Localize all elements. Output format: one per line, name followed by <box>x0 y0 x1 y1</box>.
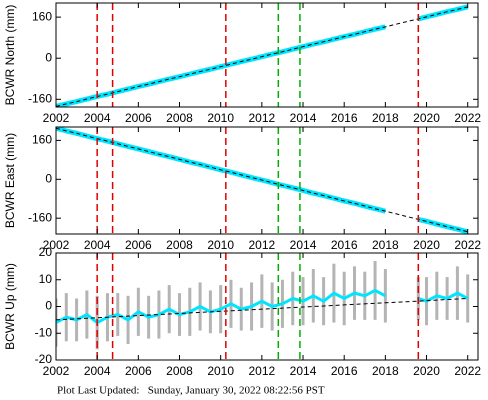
y-axis-label: BCWR Up (mm) <box>3 263 17 350</box>
trend-line <box>56 127 468 233</box>
x-tick-label: 2006 <box>125 111 152 125</box>
plot-frame <box>55 126 479 235</box>
x-tick-label: 2020 <box>413 238 440 252</box>
x-tick-label: 2004 <box>84 238 111 252</box>
y-tick-label: 10 <box>39 272 53 286</box>
x-tick-label: 2018 <box>372 238 399 252</box>
x-tick-label: 2020 <box>413 364 440 378</box>
x-tick-label: 2012 <box>249 364 276 378</box>
x-tick-label: 2006 <box>125 238 152 252</box>
y-tick-label: 160 <box>32 9 52 23</box>
x-tick-label: 2010 <box>207 238 234 252</box>
plot-area <box>56 253 470 360</box>
x-tick-label: 2002 <box>43 238 70 252</box>
y-tick-label: -160 <box>28 91 52 105</box>
x-tick-label: 2022 <box>454 238 481 252</box>
y-tick-label: -20 <box>35 352 53 366</box>
x-tick-label: 2016 <box>331 111 358 125</box>
x-tick-label: 2010 <box>207 364 234 378</box>
x-tick-label: 2016 <box>331 364 358 378</box>
plot-frame <box>55 2 479 108</box>
footer: Plot Last Updated: Sunday, January 30, 2… <box>57 385 325 397</box>
y-tick-label: 20 <box>39 245 53 259</box>
x-tick-label: 2012 <box>249 238 276 252</box>
y-tick-label: 0 <box>45 50 52 64</box>
y-tick-label: -10 <box>35 325 53 339</box>
y-tick-label: -160 <box>28 210 52 224</box>
x-tick-label: 2006 <box>125 364 152 378</box>
y-tick-label: 0 <box>45 171 52 185</box>
x-tick-label: 2012 <box>249 111 276 125</box>
x-tick-label: 2018 <box>372 111 399 125</box>
x-tick-label: 2010 <box>207 111 234 125</box>
x-tick-label: 2014 <box>290 364 317 378</box>
y-tick-label: 160 <box>32 133 52 147</box>
y-axis-label: BCWR East (mm) <box>3 133 17 228</box>
x-tick-label: 2014 <box>290 111 317 125</box>
x-tick-label: 2008 <box>166 238 193 252</box>
x-tick-label: 2002 <box>43 364 70 378</box>
x-tick-label: 2004 <box>84 111 111 125</box>
x-tick-label: 2002 <box>43 111 70 125</box>
trend-line <box>56 6 468 107</box>
x-tick-label: 2008 <box>166 111 193 125</box>
x-tick-label: 2014 <box>290 238 317 252</box>
data-line <box>56 288 469 325</box>
trend-line <box>56 297 468 321</box>
x-tick-label: 2016 <box>331 238 358 252</box>
x-tick-label: 2022 <box>454 364 481 378</box>
plot-area <box>56 3 469 107</box>
y-axis-label: BCWR North (mm) <box>3 5 17 106</box>
x-tick-label: 2020 <box>413 111 440 125</box>
x-tick-label: 2022 <box>454 111 481 125</box>
x-tick-label: 2004 <box>84 364 111 378</box>
plot-frame <box>55 252 479 361</box>
plot-area <box>56 127 469 234</box>
x-tick-label: 2018 <box>372 364 399 378</box>
x-tick-label: 2008 <box>166 364 193 378</box>
y-tick-label: 0 <box>45 299 52 313</box>
